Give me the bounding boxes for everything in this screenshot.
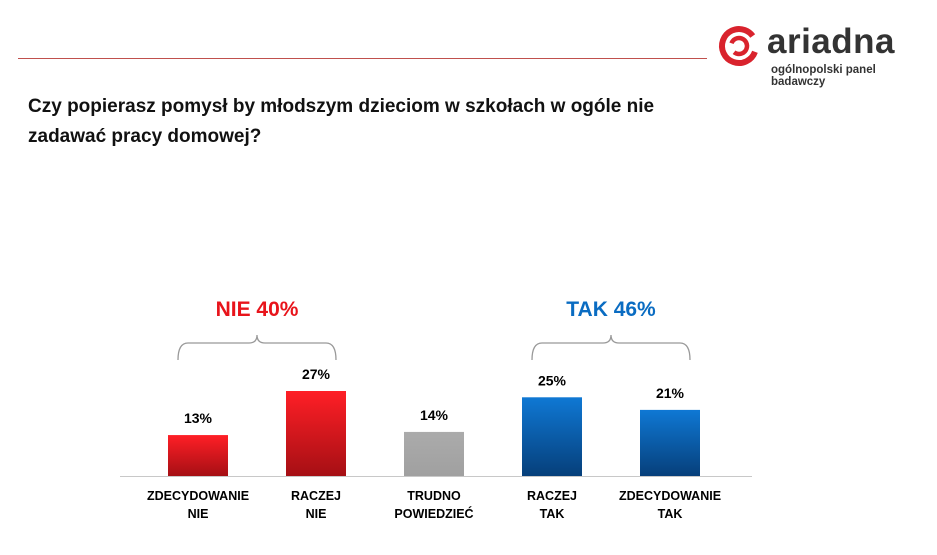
group-label-1: TAK 46% (566, 298, 656, 321)
category-label-4: ZDECYDOWANIE TAK (605, 487, 735, 523)
ariadna-logo-icon (719, 26, 759, 66)
brand-tagline: ogólnopolski panel badawczy (771, 64, 876, 88)
category-label-line: ZDECYDOWANIE (146, 489, 250, 503)
group-label-0: NIE 40% (216, 298, 299, 321)
bar-value-label-3: 25% (538, 372, 567, 388)
category-label-line: ZDECYDOWANIE (618, 489, 722, 503)
category-label-3: RACZEJ TAK (487, 487, 617, 523)
category-label-line: NIE (187, 507, 209, 521)
page-title: Czy popierasz pomysł by młodszym dziecio… (28, 96, 655, 147)
bar-1 (286, 391, 346, 476)
brand-name: ariadna (767, 22, 895, 61)
bar-value-label-2: 14% (420, 407, 449, 423)
bar-3 (522, 397, 582, 476)
category-label-line: NIE (305, 507, 327, 521)
category-label-line: POWIEDZIEĆ (394, 507, 474, 521)
bar-value-label-1: 27% (302, 366, 331, 382)
group-bracket-0 (177, 334, 337, 361)
header-rule (18, 58, 707, 59)
bar-0 (168, 435, 228, 476)
bar-value-label-4: 21% (656, 385, 685, 401)
bar-4 (640, 409, 700, 476)
category-label-line: RACZEJ (290, 489, 341, 503)
category-label-line: TRUDNO (407, 489, 461, 503)
category-label-2: TRUDNO POWIEDZIEĆ (369, 487, 499, 523)
category-label-0: ZDECYDOWANIE NIE (133, 487, 263, 523)
category-label-1: RACZEJ NIE (251, 487, 381, 523)
category-label-line: TAK (657, 507, 683, 521)
bar-2 (404, 431, 464, 476)
group-bracket-1 (531, 334, 691, 361)
bar-value-label-0: 13% (184, 410, 213, 426)
category-label-line: RACZEJ (526, 489, 577, 503)
category-label-line: TAK (539, 507, 565, 521)
ariadna-logo: ariadna ogólnopolski panel badawczy (717, 22, 927, 88)
